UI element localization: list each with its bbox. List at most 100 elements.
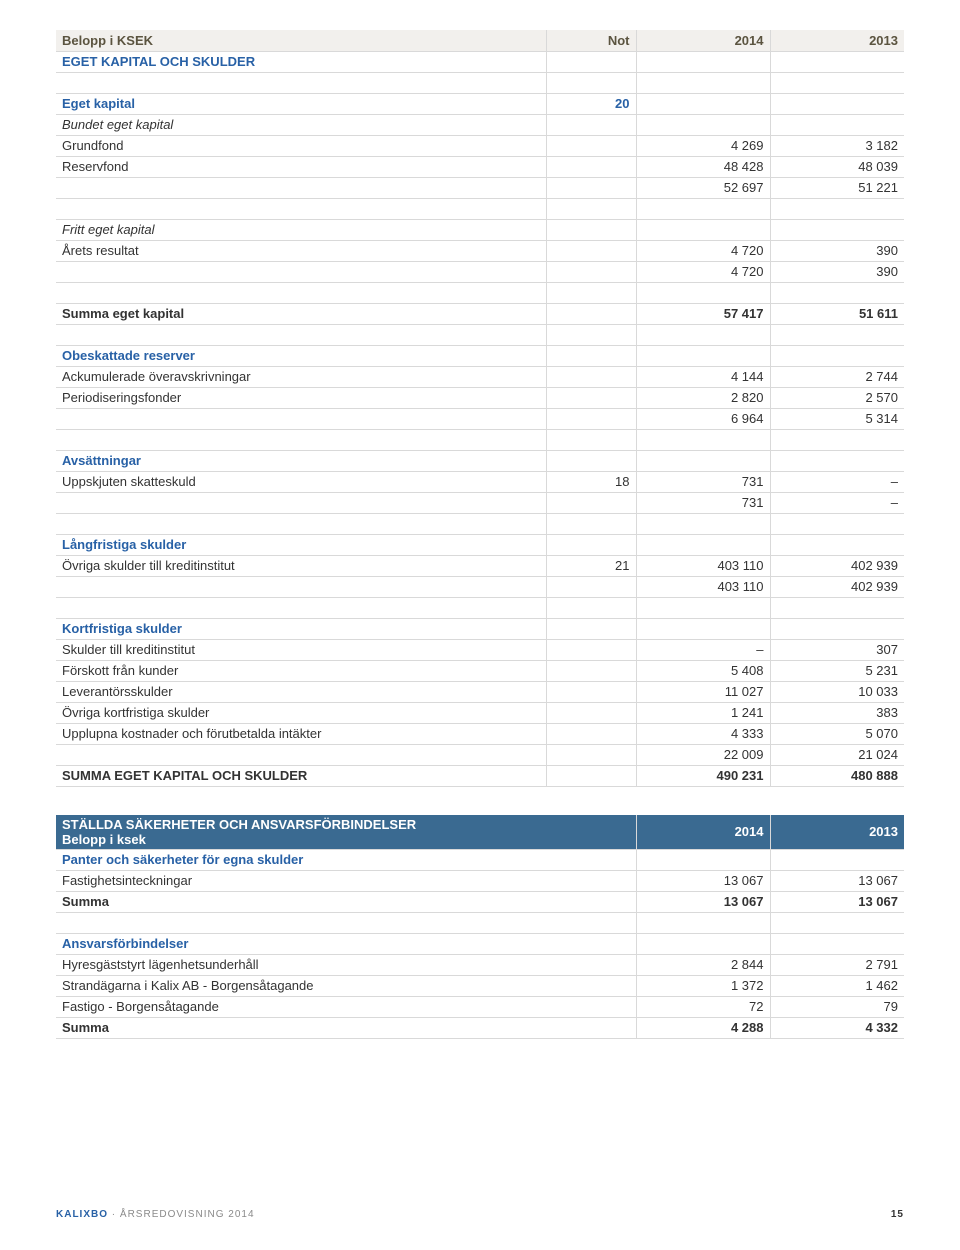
row-label: Bundet eget kapital: [56, 114, 546, 135]
table-row: Summa4 2884 332: [56, 1017, 904, 1038]
row-value: [546, 156, 636, 177]
row-value: 1 372: [636, 975, 770, 996]
table-row: 22 00921 024: [56, 744, 904, 765]
row-value: [546, 492, 636, 513]
row-value: 4 144: [636, 366, 770, 387]
row-label: [56, 408, 546, 429]
row-value: 51 221: [770, 177, 904, 198]
row-value: [636, 93, 770, 114]
row-value: 6 964: [636, 408, 770, 429]
col-label: STÄLLDA SÄKERHETER OCH ANSVARSFÖRBINDELS…: [56, 815, 636, 850]
table-row: [56, 282, 904, 303]
col-2014: 2014: [636, 815, 770, 850]
row-value: 731: [636, 471, 770, 492]
equity-liabilities-table: Belopp i KSEK Not 2014 2013 EGET KAPITAL…: [56, 30, 904, 787]
table-row: Fastigo - Borgensåtagande7279: [56, 996, 904, 1017]
row-label: [56, 261, 546, 282]
table-row: Avsättningar: [56, 450, 904, 471]
row-label: Skulder till kreditinstitut: [56, 639, 546, 660]
table-row: SUMMA EGET KAPITAL OCH SKULDER490 231480…: [56, 765, 904, 786]
row-label: [56, 912, 636, 933]
row-value: 480 888: [770, 765, 904, 786]
row-value: 1 241: [636, 702, 770, 723]
col-note: Not: [546, 30, 636, 51]
table-row: Hyresgäststyrt lägenhetsunderhåll2 8442 …: [56, 954, 904, 975]
row-value: 79: [770, 996, 904, 1017]
row-label: Leverantörsskulder: [56, 681, 546, 702]
row-value: [770, 114, 904, 135]
footer-doc: ÅRSREDOVISNING 2014: [120, 1209, 255, 1220]
table-row: Periodiseringsfonder2 8202 570: [56, 387, 904, 408]
table-row: Obeskattade reserver: [56, 345, 904, 366]
row-value: –: [770, 471, 904, 492]
table-row: Årets resultat4 720390: [56, 240, 904, 261]
row-label: Årets resultat: [56, 240, 546, 261]
table-row: Grundfond4 2693 182: [56, 135, 904, 156]
row-label: Eget kapital: [56, 93, 546, 114]
row-value: [546, 702, 636, 723]
table-row: 6 9645 314: [56, 408, 904, 429]
row-value: [546, 723, 636, 744]
row-value: 4 720: [636, 240, 770, 261]
row-value: [546, 576, 636, 597]
row-value: 13 067: [636, 891, 770, 912]
table-row: Bundet eget kapital: [56, 114, 904, 135]
table-row: Panter och säkerheter för egna skulder: [56, 849, 904, 870]
row-value: [546, 597, 636, 618]
row-value: [546, 282, 636, 303]
row-value: [770, 345, 904, 366]
row-value: 2 844: [636, 954, 770, 975]
table-row: Förskott från kunder5 4085 231: [56, 660, 904, 681]
row-label: [56, 282, 546, 303]
row-value: 2 791: [770, 954, 904, 975]
row-value: [770, 933, 904, 954]
row-value: 18: [546, 471, 636, 492]
row-value: 21 024: [770, 744, 904, 765]
row-value: [636, 51, 770, 72]
row-value: 5 231: [770, 660, 904, 681]
row-value: [546, 219, 636, 240]
row-label: Summa: [56, 1017, 636, 1038]
row-value: [636, 912, 770, 933]
row-label: Strandägarna i Kalix AB - Borgensåtagand…: [56, 975, 636, 996]
row-value: 2 820: [636, 387, 770, 408]
row-value: [636, 450, 770, 471]
row-value: [636, 429, 770, 450]
table-row: 52 69751 221: [56, 177, 904, 198]
row-value: [770, 618, 904, 639]
securities-table: STÄLLDA SÄKERHETER OCH ANSVARSFÖRBINDELS…: [56, 815, 904, 1039]
table-row: Fastighetsinteckningar13 06713 067: [56, 870, 904, 891]
table-row: Långfristiga skulder: [56, 534, 904, 555]
row-value: 11 027: [636, 681, 770, 702]
row-value: [770, 72, 904, 93]
row-label: [56, 429, 546, 450]
table-row: Uppskjuten skatteskuld18731–: [56, 471, 904, 492]
row-value: 2 570: [770, 387, 904, 408]
page-footer: KALIXBO · ÅRSREDOVISNING 2014 15: [56, 1209, 904, 1220]
row-value: 5 314: [770, 408, 904, 429]
row-value: [546, 366, 636, 387]
row-label: Summa eget kapital: [56, 303, 546, 324]
row-label: Obeskattade reserver: [56, 345, 546, 366]
row-value: [546, 198, 636, 219]
row-value: [546, 744, 636, 765]
row-value: [636, 849, 770, 870]
table-row: Leverantörsskulder11 02710 033: [56, 681, 904, 702]
table-row: Reservfond48 42848 039: [56, 156, 904, 177]
row-value: [546, 261, 636, 282]
row-label: [56, 177, 546, 198]
table-row: EGET KAPITAL OCH SKULDER: [56, 51, 904, 72]
row-value: 48 039: [770, 156, 904, 177]
row-value: [770, 51, 904, 72]
footer-brand: KALIXBO: [56, 1209, 108, 1220]
row-value: [770, 513, 904, 534]
row-value: –: [770, 492, 904, 513]
row-label: [56, 324, 546, 345]
table-row: [56, 198, 904, 219]
row-value: 51 611: [770, 303, 904, 324]
row-value: 5 408: [636, 660, 770, 681]
row-value: [636, 219, 770, 240]
row-value: [636, 324, 770, 345]
row-value: [770, 912, 904, 933]
row-label: Panter och säkerheter för egna skulder: [56, 849, 636, 870]
